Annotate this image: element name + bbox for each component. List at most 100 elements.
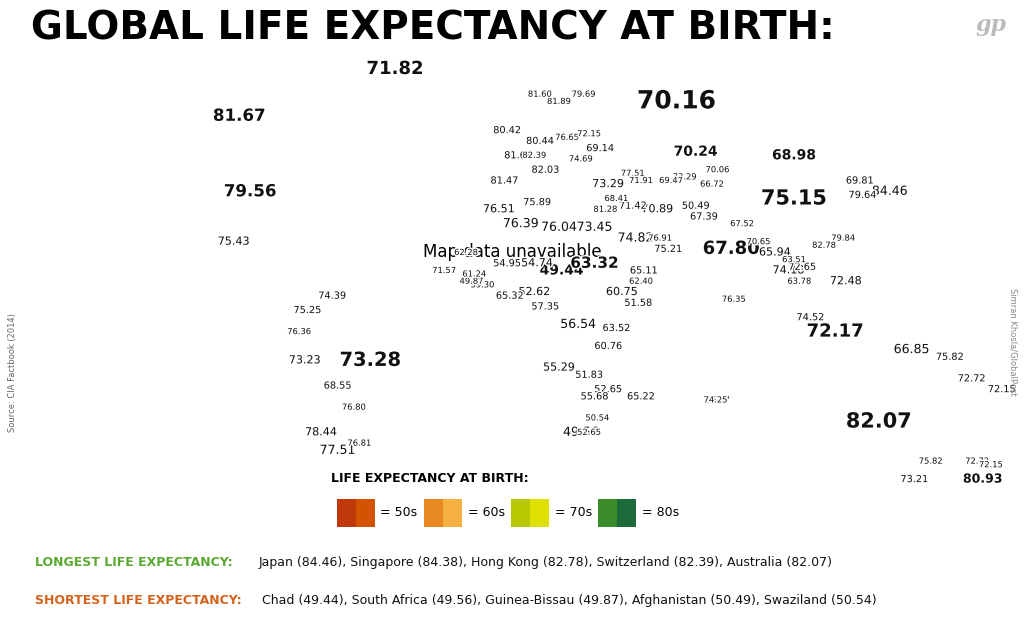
Text: 71.82: 71.82	[367, 60, 423, 78]
Text: 77.51: 77.51	[320, 444, 356, 457]
Text: 73.45: 73.45	[577, 221, 612, 233]
Text: 62.28: 62.28	[454, 248, 478, 257]
Text: 82.39: 82.39	[523, 151, 546, 160]
Text: 68.55: 68.55	[324, 381, 352, 391]
Text: = 50s: = 50s	[380, 507, 417, 519]
Text: 72.15: 72.15	[988, 384, 1016, 394]
Text: 66.72: 66.72	[700, 179, 724, 189]
Text: 69.81: 69.81	[846, 176, 873, 186]
Text: 69.14: 69.14	[586, 143, 614, 153]
Text: GLOBAL LIFE EXPECTANCY AT BIRTH:: GLOBAL LIFE EXPECTANCY AT BIRTH:	[31, 9, 834, 47]
Text: 81.60: 81.60	[528, 89, 551, 99]
Text: 75.17: 75.17	[706, 396, 730, 404]
Text: 56.54: 56.54	[561, 318, 596, 331]
Text: 67.80: 67.80	[703, 240, 760, 258]
Text: 79.84: 79.84	[831, 233, 855, 243]
Text: 74.39: 74.39	[319, 291, 345, 301]
Text: 63.52: 63.52	[603, 323, 630, 333]
Text: 82.03: 82.03	[532, 165, 559, 175]
Text: 80.44: 80.44	[526, 136, 554, 146]
Text: 81.67: 81.67	[213, 107, 265, 125]
Text: 73.28: 73.28	[339, 351, 401, 370]
Text: 80.42: 80.42	[493, 125, 521, 135]
Text: 72.48: 72.48	[830, 276, 862, 286]
Text: SHORTEST LIFE EXPECTANCY:: SHORTEST LIFE EXPECTANCY:	[35, 594, 242, 607]
Text: 54.74: 54.74	[521, 258, 554, 268]
Text: 76.35: 76.35	[722, 295, 746, 304]
FancyBboxPatch shape	[443, 499, 462, 527]
Text: 51.58: 51.58	[624, 298, 652, 308]
Text: 49.44: 49.44	[539, 263, 584, 278]
FancyBboxPatch shape	[617, 499, 637, 527]
Text: 73.21: 73.21	[900, 474, 929, 484]
Text: 72.65: 72.65	[788, 262, 816, 272]
Text: 63.78: 63.78	[787, 277, 812, 286]
Text: 70.89: 70.89	[642, 204, 673, 214]
Text: 75.25: 75.25	[293, 305, 322, 315]
Text: 70.24: 70.24	[673, 145, 718, 159]
Text: 61.24: 61.24	[462, 270, 486, 279]
FancyBboxPatch shape	[530, 499, 549, 527]
Text: 72.72: 72.72	[957, 373, 986, 383]
FancyBboxPatch shape	[424, 499, 443, 527]
Text: 73.23: 73.23	[289, 355, 321, 365]
Text: 76.39: 76.39	[503, 217, 538, 230]
Text: 74.69: 74.69	[569, 155, 592, 163]
Text: 75.21: 75.21	[654, 244, 683, 254]
Text: = 70s: = 70s	[555, 507, 591, 519]
Text: 81.89: 81.89	[547, 97, 571, 106]
Text: 71.57: 71.57	[433, 266, 456, 275]
Text: Chad (49.44), South Africa (49.56), Guinea-Bissau (49.87), Afghanistan (50.49), : Chad (49.44), South Africa (49.56), Guin…	[261, 594, 876, 607]
Text: 65.94: 65.94	[758, 248, 791, 258]
Text: 66.85: 66.85	[894, 343, 930, 356]
Text: 60.75: 60.75	[606, 287, 638, 297]
Text: 57.35: 57.35	[531, 301, 560, 311]
Text: Simran Khosla/GlobalPost: Simran Khosla/GlobalPost	[1009, 288, 1017, 396]
Text: 55.68: 55.68	[580, 391, 609, 401]
Text: Map data unavailable: Map data unavailable	[423, 243, 602, 261]
Text: 70.65: 70.65	[746, 237, 771, 246]
Text: 75.43: 75.43	[217, 237, 250, 247]
Text: 76.04: 76.04	[541, 221, 577, 233]
Text: 82.07: 82.07	[846, 412, 911, 432]
Text: 76.65: 76.65	[556, 133, 579, 142]
Text: 68.41: 68.41	[605, 194, 628, 203]
Text: 77.51: 77.51	[621, 169, 645, 178]
Text: 67.39: 67.39	[690, 212, 718, 222]
FancyBboxPatch shape	[356, 499, 375, 527]
Text: Source: CIA Factbook (2014): Source: CIA Factbook (2014)	[8, 313, 16, 432]
Text: 74.82: 74.82	[618, 232, 653, 245]
Text: 60.76: 60.76	[594, 341, 622, 351]
Text: 72.72: 72.72	[966, 456, 989, 466]
Text: 63.32: 63.32	[570, 256, 619, 271]
Text: 76.91: 76.91	[648, 233, 672, 243]
Text: 52.65: 52.65	[577, 428, 601, 437]
Text: 78.44: 78.44	[305, 427, 337, 437]
Text: 75.82: 75.82	[918, 456, 943, 466]
Text: 82.78: 82.78	[812, 241, 836, 250]
Text: 72.15: 72.15	[979, 460, 1002, 469]
Text: 59.30: 59.30	[470, 280, 494, 289]
Text: 81.28: 81.28	[593, 205, 617, 214]
FancyBboxPatch shape	[599, 499, 617, 527]
Text: 72.17: 72.17	[807, 323, 863, 340]
Text: 49.87: 49.87	[459, 277, 484, 286]
Text: 75.15: 75.15	[761, 189, 827, 209]
Text: 81.66: 81.66	[504, 150, 532, 160]
Text: LONGEST LIFE EXPECTANCY:: LONGEST LIFE EXPECTANCY:	[35, 556, 233, 569]
Text: 63.51: 63.51	[782, 255, 806, 264]
Text: 52.65: 52.65	[594, 384, 622, 394]
Text: 50.54: 50.54	[585, 414, 609, 422]
FancyBboxPatch shape	[511, 499, 530, 527]
Text: 73.29: 73.29	[592, 179, 624, 189]
Text: 76.36: 76.36	[287, 327, 312, 336]
Text: 52.62: 52.62	[519, 287, 550, 297]
Text: 72.15: 72.15	[577, 129, 601, 138]
Text: 71.42: 71.42	[619, 201, 647, 211]
Text: 69.47: 69.47	[659, 176, 683, 185]
Text: 80.93: 80.93	[962, 473, 1002, 486]
Text: 65.22: 65.22	[627, 391, 655, 401]
Text: 73.29: 73.29	[672, 173, 697, 181]
Text: 54.95: 54.95	[493, 258, 521, 268]
Text: 76.80: 76.80	[342, 402, 366, 412]
